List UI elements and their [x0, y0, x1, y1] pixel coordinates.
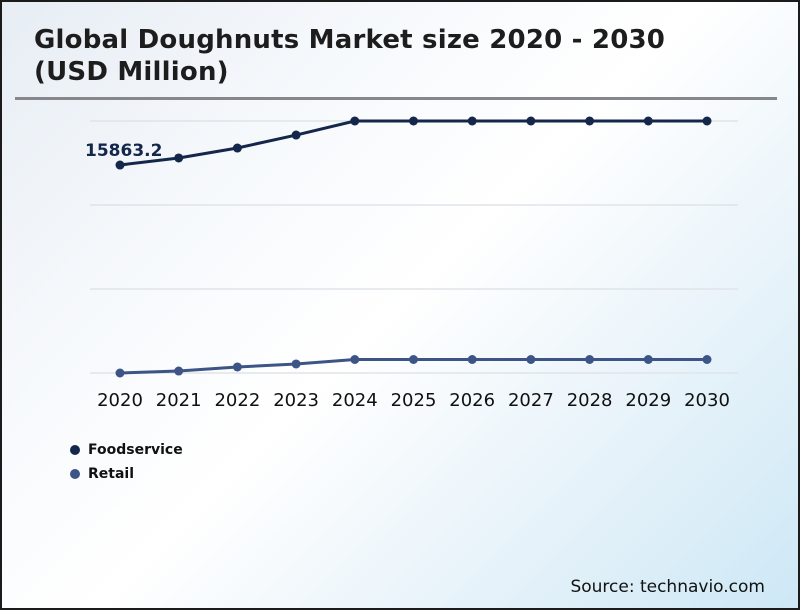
x-axis-label-2023: 2023: [273, 390, 319, 411]
x-axis-label-2030: 2030: [684, 390, 730, 411]
title-divider: [15, 97, 777, 100]
foodservice-point-2023: [291, 130, 301, 140]
data-label-foodservice-2020: 15863.2: [85, 141, 163, 161]
x-axis-label-2024: 2024: [331, 390, 378, 411]
source-attribution: Source: technavio.com: [570, 577, 765, 597]
retail-point-2023: [291, 359, 301, 369]
x-axis-label-2028: 2028: [566, 390, 613, 411]
retail-point-2022: [232, 362, 242, 372]
x-axis-label-2026: 2026: [449, 390, 496, 411]
legend-item-foodservice: Foodservice: [70, 438, 183, 462]
x-axis-label-2022: 2022: [214, 390, 261, 411]
retail-point-2028: [585, 354, 595, 364]
retail-point-2021: [174, 366, 184, 376]
foodservice-point-2020: [115, 160, 125, 170]
x-axis: 2020 2021 2022 2023 2024 2025 2026 2027 2028 2029…: [2, 390, 798, 414]
x-axis-label-2027: 2027: [507, 390, 554, 411]
chart-title: Global Doughnuts Market size 2020 - 2030…: [34, 24, 768, 88]
foodservice-point-2028: [585, 116, 595, 126]
x-axis-label-2020: 2020: [97, 390, 143, 411]
retail-point-2025: [409, 354, 418, 364]
foodservice-point-2029: [643, 116, 653, 126]
x-axis-label-2025: 2025: [390, 390, 437, 411]
retail-point-2030: [702, 354, 712, 364]
legend-label-retail: Retail: [88, 466, 135, 482]
retail-point-2024: [350, 354, 360, 364]
foodservice-point-2024: [350, 116, 360, 126]
foodservice-point-2021: [174, 153, 184, 163]
legend-label-foodservice: Foodservice: [88, 442, 183, 458]
legend: Foodservice Retail: [70, 438, 183, 486]
legend-item-retail: Retail: [70, 462, 183, 486]
retail-point-2020: [115, 368, 125, 378]
retail-line: [119, 357, 707, 375]
retail-point-2027: [526, 354, 536, 364]
foodservice-point-2030: [702, 116, 712, 126]
foodservice-point-2022: [232, 143, 242, 153]
chart-title-line2: (USD Million): [34, 57, 229, 88]
legend-dot-retail-icon: [70, 469, 80, 479]
chart-title-line1: Global Doughnuts Market size 2020 - 2030: [34, 25, 666, 55]
retail-point-2026: [467, 354, 477, 364]
retail-point-2029: [643, 354, 653, 364]
foodservice-point-2027: [526, 116, 536, 126]
x-axis-label-2021: 2021: [155, 390, 202, 411]
foodservice-point-2025: [409, 116, 418, 126]
foodservice-point-2026: [467, 116, 477, 126]
legend-dot-foodservice-icon: [70, 445, 80, 455]
foodservice-line: [119, 119, 707, 167]
x-axis-label-2029: 2029: [625, 390, 672, 411]
